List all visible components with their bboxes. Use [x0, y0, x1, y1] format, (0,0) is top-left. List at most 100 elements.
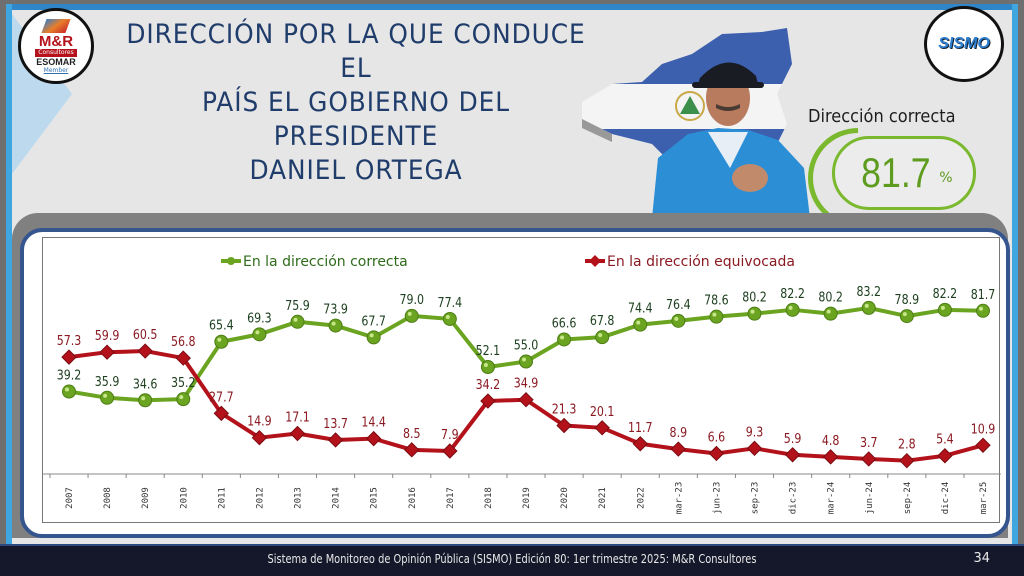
- x-tick-label: sep-24: [903, 482, 913, 515]
- president-photo: [652, 62, 810, 218]
- data-point-wrong: [99, 344, 115, 360]
- data-point-highlight: [445, 314, 450, 319]
- data-point-highlight: [103, 393, 108, 398]
- data-label-wrong: 10.9: [971, 421, 996, 436]
- data-label-wrong: 20.1: [590, 404, 615, 419]
- x-tick-label: dic-24: [941, 482, 951, 515]
- x-tick-label: 2014: [332, 487, 342, 509]
- data-point-highlight: [369, 333, 374, 338]
- data-point-highlight: [979, 306, 983, 311]
- legend-label-correct: En la dirección correcta: [243, 254, 408, 270]
- data-label-wrong: 27.7: [209, 390, 234, 405]
- data-point-highlight: [636, 320, 641, 325]
- data-point-correct: [976, 303, 990, 318]
- data-point-wrong: [594, 420, 610, 436]
- data-label-correct: 83.2: [856, 284, 881, 299]
- data-point-correct: [595, 330, 610, 345]
- x-tick-label: 2018: [484, 487, 494, 509]
- logo-member-text: Member: [43, 66, 69, 74]
- x-tick-label: 2007: [65, 487, 75, 509]
- data-label-wrong: 11.7: [628, 420, 653, 435]
- data-point-wrong: [708, 445, 725, 462]
- data-point-correct: [62, 384, 76, 399]
- data-label-correct: 55.0: [514, 338, 539, 353]
- data-point-wrong: [480, 393, 496, 409]
- data-point-correct: [214, 334, 229, 349]
- x-tick-label: dic-23: [789, 482, 799, 515]
- data-label-correct: 67.8: [590, 313, 615, 328]
- slide-title: DIRECCIÓN POR LA QUE CONDUCE EL PAÍS EL …: [117, 18, 595, 188]
- data-point-correct: [671, 313, 686, 328]
- data-point-correct: [138, 393, 153, 408]
- data-label-correct: 78.9: [895, 292, 920, 307]
- data-label-correct: 81.7: [971, 287, 996, 302]
- x-tick-label: 2016: [408, 487, 418, 509]
- x-tick-label: jun-23: [712, 482, 722, 515]
- x-tick-label: mar-24: [827, 482, 837, 515]
- data-label-wrong: 9.3: [746, 424, 764, 439]
- data-label-wrong: 17.1: [285, 410, 310, 425]
- data-point-wrong: [670, 441, 687, 457]
- x-tick-label: 2020: [560, 487, 570, 509]
- data-point-correct: [252, 327, 267, 342]
- x-tick-label: 2019: [522, 487, 532, 509]
- x-tick-label: 2011: [217, 487, 227, 509]
- data-label-correct: 73.9: [323, 302, 348, 317]
- data-label-wrong: 34.9: [514, 376, 539, 391]
- data-point-wrong: [556, 417, 572, 434]
- data-point-correct: [709, 309, 724, 324]
- data-point-highlight: [483, 363, 488, 368]
- data-point-highlight: [864, 303, 869, 308]
- data-point-wrong: [632, 436, 648, 452]
- x-tick-label: mar-23: [674, 482, 684, 515]
- sismo-logo: SISMO: [924, 6, 1004, 82]
- data-label-correct: 67.7: [361, 314, 386, 329]
- data-point-correct: [480, 360, 495, 375]
- logo-mr-text: M&R: [38, 32, 74, 50]
- data-point-wrong: [746, 440, 763, 457]
- data-point-wrong: [213, 405, 230, 422]
- data-point-wrong: [442, 443, 458, 459]
- data-point-highlight: [255, 330, 260, 335]
- data-point-correct: [519, 354, 533, 369]
- x-tick-label: sep-23: [751, 482, 761, 515]
- data-label-wrong: 5.4: [936, 432, 954, 447]
- data-label-correct: 35.9: [95, 374, 120, 389]
- data-point-wrong: [784, 447, 801, 463]
- data-point-correct: [404, 308, 419, 323]
- data-point-highlight: [750, 309, 755, 314]
- highlight-value-badge: 81.7 %: [832, 136, 976, 210]
- data-point-highlight: [217, 337, 222, 342]
- data-point-wrong: [404, 442, 420, 458]
- data-point-correct: [823, 306, 838, 321]
- title-line-3: DANIEL ORTEGA: [249, 155, 463, 186]
- data-label-correct: 35.2: [171, 375, 196, 390]
- x-tick-label: 2021: [598, 487, 608, 509]
- mr-consultores-logo: M&R Consultores ESOMAR Member: [18, 8, 94, 84]
- data-point-wrong: [365, 430, 382, 447]
- data-point-correct: [366, 330, 381, 345]
- highlight-unit: %: [939, 170, 953, 186]
- data-point-wrong: [289, 425, 306, 442]
- data-label-wrong: 3.7: [860, 435, 878, 450]
- data-label-correct: 65.4: [209, 318, 234, 333]
- data-point-correct: [176, 392, 191, 407]
- data-label-wrong: 5.9: [784, 431, 802, 446]
- logo-consultores-text: Consultores: [35, 48, 77, 57]
- data-point-correct: [290, 314, 305, 329]
- data-point-highlight: [712, 312, 717, 317]
- data-label-correct: 77.4: [438, 295, 463, 310]
- data-point-wrong: [822, 449, 839, 465]
- data-point-wrong: [937, 448, 953, 464]
- data-label-correct: 66.6: [552, 316, 577, 331]
- x-tick-label: 2015: [370, 487, 380, 509]
- chart-plot-area: 2007 2008 2009 2010 2011 2012 2013 2014 2015 2016…: [42, 237, 1001, 523]
- data-point-highlight: [940, 305, 945, 310]
- data-label-correct: 39.2: [57, 368, 82, 383]
- logo-cube-icon: [41, 18, 71, 33]
- data-point-highlight: [788, 305, 793, 310]
- data-point-highlight: [65, 387, 69, 392]
- data-point-wrong: [861, 451, 877, 467]
- data-label-wrong: 14.4: [361, 415, 386, 430]
- data-label-correct: 75.9: [285, 298, 310, 313]
